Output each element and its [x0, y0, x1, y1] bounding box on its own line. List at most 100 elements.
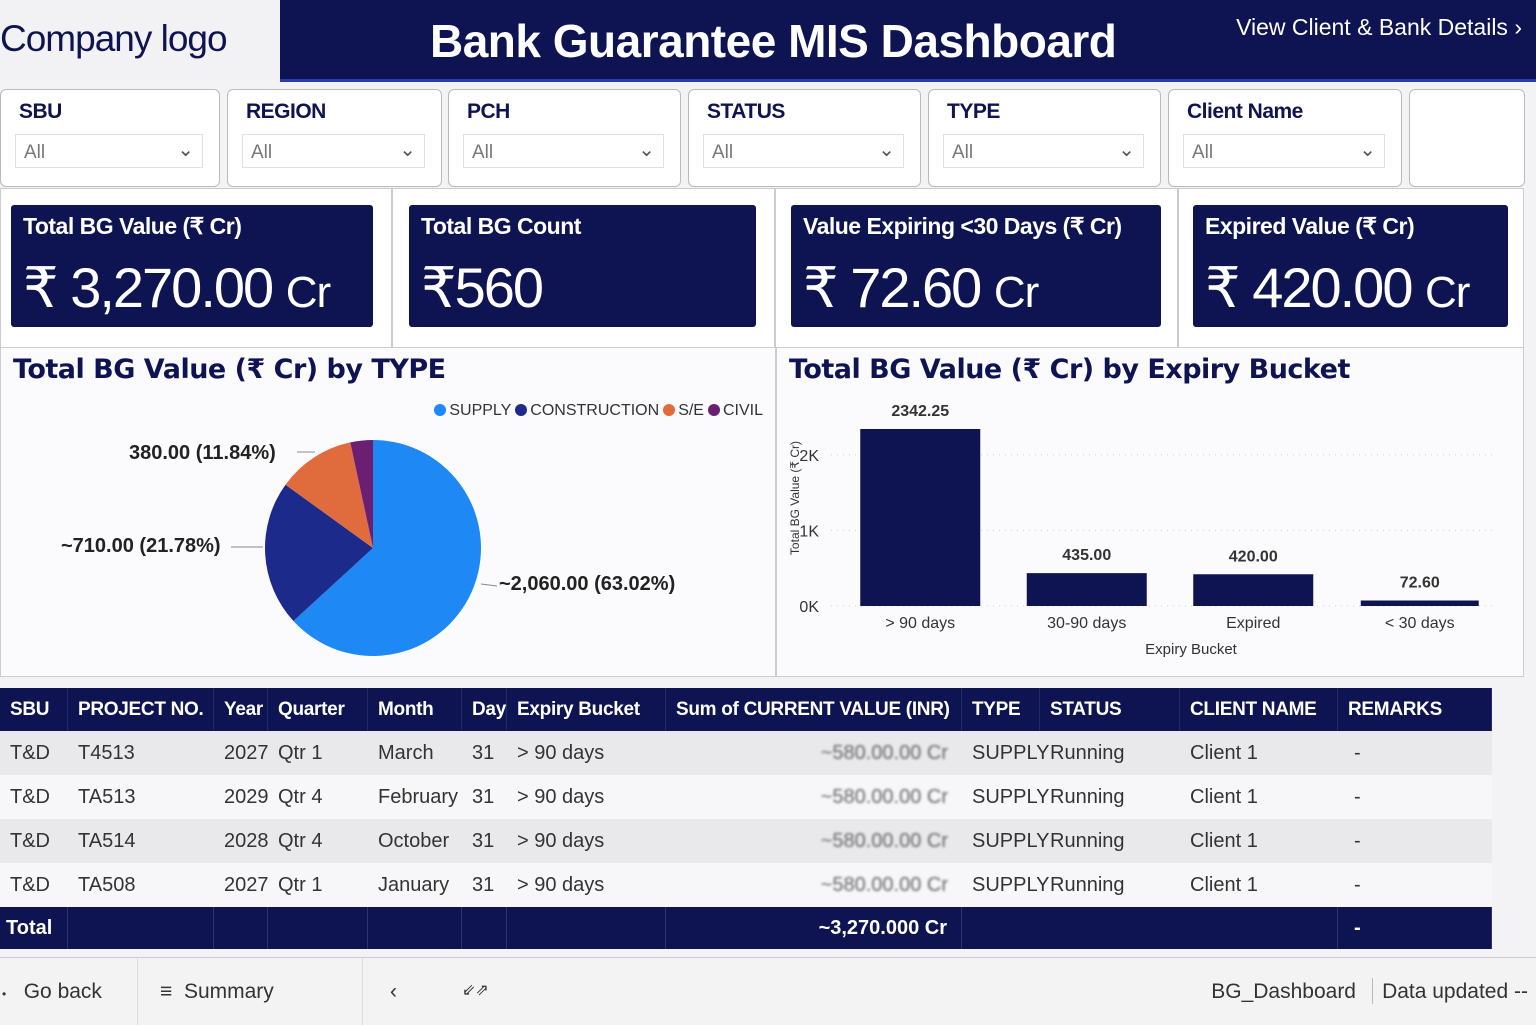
column-header[interactable]: Day: [462, 688, 507, 731]
table-cell: February: [378, 785, 459, 808]
pie-chart: [231, 440, 498, 656]
table-cell: -: [1354, 785, 1361, 808]
total-remarks: -: [1338, 907, 1492, 949]
previous-page-button[interactable]: ‹: [390, 980, 397, 1004]
summary-page-tab[interactable]: ≡ Summary: [160, 980, 274, 1004]
table-cell: January: [378, 873, 450, 896]
table-row[interactable]: T&D TA508 2027 Qtr 1 January 31 > 90 days ~580.…: [0, 863, 1492, 907]
kpi-value: ₹ 3,270.00 Cr: [23, 255, 331, 321]
kpi-amount: ₹ 3,270.00: [23, 256, 274, 319]
kpi-tile: Value Expiring <30 Days (₹ Cr) ₹ 72.60 C…: [791, 205, 1161, 327]
bar-0[interactable]: [860, 429, 981, 606]
filter-dropdown[interactable]: All ⌄: [242, 134, 425, 168]
pie-slice-se[interactable]: [285, 442, 373, 548]
filter-pch: PCH All ⌄: [448, 89, 681, 187]
kpi-tile: Expired Value (₹ Cr) ₹ 420.00 Cr: [1193, 205, 1508, 327]
collapse-icon: ⇙⇗: [462, 982, 489, 999]
bar-data-label: 420.00: [1229, 548, 1278, 565]
legend-label: CONSTRUCTION: [530, 402, 660, 419]
column-header[interactable]: Year: [214, 688, 268, 731]
column-header[interactable]: Sum of CURRENT VALUE (INR): [666, 688, 962, 731]
view-client-bank-details-link[interactable]: View Client & Bank Details ›: [1236, 14, 1522, 41]
kpi-title: Total BG Count: [421, 213, 581, 239]
filter-value: All: [712, 142, 734, 163]
table-cell: 31: [472, 741, 495, 764]
filter-dropdown[interactable]: All ⌄: [943, 134, 1144, 168]
filter-value: All: [24, 142, 46, 163]
table-row[interactable]: T&D T4513 2027 Qtr 1 March 31 > 90 days ~580.00…: [0, 731, 1492, 775]
table-row[interactable]: T&D TA513 2029 Qtr 4 February 31 > 90 days ~580…: [0, 775, 1492, 819]
y-axis-title: Total BG Value (₹ Cr): [788, 441, 802, 555]
legend-item[interactable]: CONSTRUCTION: [515, 402, 659, 420]
table-cell: Qtr 4: [278, 829, 323, 852]
column-header[interactable]: SBU: [0, 688, 68, 731]
kpi-value: ₹ 420.00 Cr: [1205, 255, 1470, 321]
table-cell: 31: [472, 873, 495, 896]
bar-2[interactable]: [1193, 574, 1314, 606]
legend-dot: [707, 404, 720, 416]
bar-chart-panel: Total BG Value (₹ Cr) by Expiry Bucket 0…: [776, 347, 1524, 677]
column-header[interactable]: REMARKS: [1338, 688, 1492, 731]
table-cell: Running: [1050, 873, 1125, 896]
table-cell: > 90 days: [517, 741, 605, 764]
pie-slice-civil[interactable]: [350, 440, 373, 548]
column-header[interactable]: Quarter: [268, 688, 368, 731]
table-cell: 2029: [224, 785, 269, 808]
x-tick-label: > 90 days: [885, 615, 955, 632]
pie-slice-supply[interactable]: [293, 440, 481, 656]
pie-label-supply: ~2,060.00 (63.02%): [499, 573, 676, 595]
table-cell: T&D: [10, 741, 50, 764]
legend-dot: [663, 404, 676, 416]
pie-slice-construction[interactable]: [265, 484, 373, 621]
bar-3[interactable]: [1360, 600, 1479, 606]
column-header[interactable]: PROJECT NO.: [68, 688, 214, 731]
footer-bar: • Go back ≡ Summary ‹ ⇙⇗ BG_Dashboard Da…: [0, 957, 1536, 1025]
x-tick-label: Expired: [1226, 615, 1280, 632]
legend-item[interactable]: SUPPLY: [434, 402, 511, 420]
table-cell: T&D: [10, 829, 50, 852]
table-cell: 2027: [224, 873, 269, 896]
legend-item[interactable]: CIVIL: [707, 402, 763, 420]
table-cell: Client 1: [1190, 741, 1258, 764]
table-cell: TA508: [78, 873, 136, 896]
bar-1[interactable]: [1026, 573, 1147, 606]
filter-empty-slot: [1409, 89, 1525, 187]
chevron-down-icon: ⌄: [1359, 139, 1376, 161]
column-header[interactable]: STATUS: [1040, 688, 1180, 731]
filter-dropdown[interactable]: All ⌄: [463, 134, 664, 168]
column-header[interactable]: TYPE: [962, 688, 1040, 731]
report-name: BG_Dashboard: [1211, 980, 1356, 1003]
table-cell: ~580.00.00 Cr: [820, 873, 948, 896]
column-header[interactable]: Expiry Bucket: [507, 688, 666, 731]
filter-label: REGION: [246, 100, 326, 123]
legend-item[interactable]: S/E: [663, 402, 704, 420]
filter-region: REGION All ⌄: [227, 89, 442, 187]
kpi-amount: ₹ 72.60: [803, 256, 982, 319]
filter-value: All: [1192, 142, 1214, 163]
table-header: SBU PROJECT NO. Year Quarter Month Day Expiry …: [0, 688, 1492, 731]
leader-line: [480, 583, 498, 587]
column-header[interactable]: Month: [368, 688, 462, 731]
column-header[interactable]: CLIENT NAME: [1180, 688, 1338, 731]
table-cell: TA514: [78, 829, 136, 852]
table-cell: 2028: [224, 829, 269, 852]
bar-chart-title: Total BG Value (₹ Cr) by Expiry Bucket: [789, 354, 1350, 385]
x-tick-label: < 30 days: [1385, 615, 1455, 632]
filter-dropdown[interactable]: All ⌄: [15, 134, 203, 168]
chevron-right-icon: ›: [1514, 14, 1522, 40]
filter-status: STATUS All ⌄: [688, 89, 921, 187]
summary-label: Summary: [183, 980, 274, 1003]
table-row[interactable]: T&D TA514 2028 Qtr 4 October 31 > 90 days ~580.…: [0, 819, 1492, 863]
data-updated-status: Data updated --: [1382, 980, 1528, 1003]
collapse-button[interactable]: ⇙⇗: [462, 980, 489, 1000]
table-cell: -: [1354, 741, 1361, 764]
filter-dropdown[interactable]: All ⌄: [703, 134, 904, 168]
header-bar: Bank Guarantee MIS Dashboard View Client…: [280, 0, 1536, 82]
go-back-label: Go back: [23, 980, 102, 1003]
table-cell: SUPPLY: [972, 741, 1050, 764]
table-cell: March: [378, 741, 434, 764]
filter-dropdown[interactable]: All ⌄: [1183, 134, 1385, 168]
table-cell: SUPPLY: [972, 873, 1050, 896]
chevron-down-icon: ⌄: [1118, 139, 1135, 161]
go-back-button[interactable]: • Go back: [2, 980, 137, 1004]
